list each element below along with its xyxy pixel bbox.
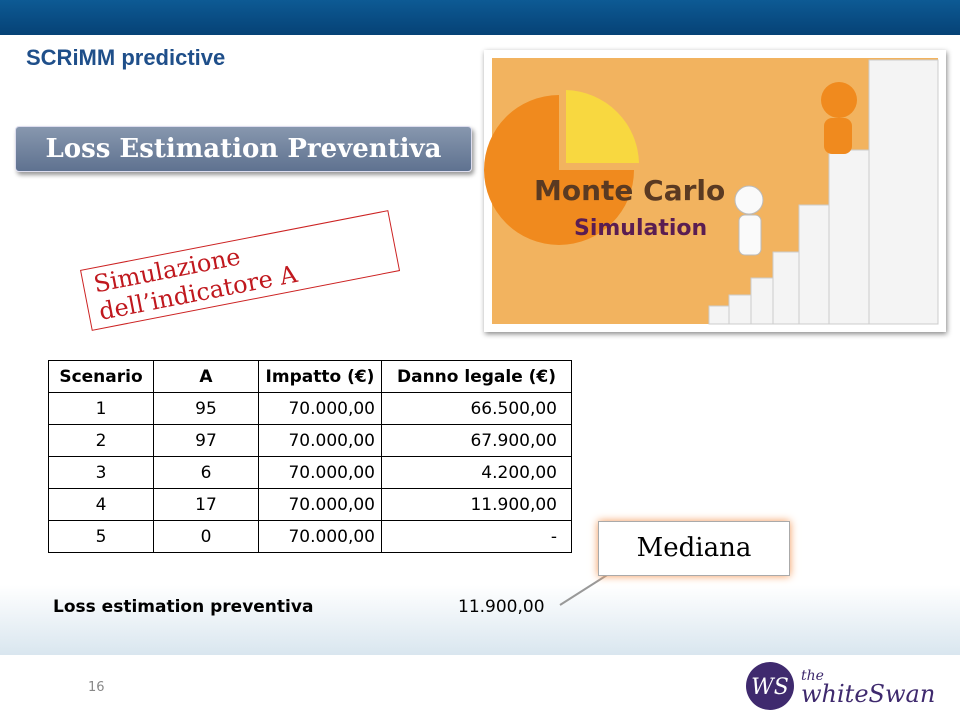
- table-cell: 2: [48, 424, 154, 457]
- summary-label: Loss estimation preventiva: [53, 597, 314, 617]
- logo-mark: WS: [751, 675, 789, 700]
- table-cell: 70.000,00: [258, 520, 382, 553]
- logo-circle: [746, 662, 794, 710]
- header-cell: Impatto (€): [258, 360, 382, 393]
- table-cell: 66.500,00: [381, 392, 572, 425]
- bottom-band: [0, 585, 960, 655]
- illustration-svg: Monte Carlo Simulation: [484, 58, 939, 325]
- illustration: Monte Carlo Simulation: [484, 50, 946, 332]
- header-cell: Scenario: [48, 360, 154, 393]
- figure: [734, 185, 764, 256]
- callout: Mediana: [598, 521, 790, 576]
- table-cell: 70.000,00: [258, 424, 382, 457]
- table-cell: 17: [153, 488, 259, 521]
- table-row: 2 97 70.000,00 67.900,00: [48, 424, 572, 457]
- header-row: Scenario A Impatto (€) Danno legale (€): [48, 360, 572, 393]
- table-cell: 3: [48, 456, 154, 489]
- summary-value: 11.900,00: [458, 597, 545, 617]
- table-cell: 70.000,00: [258, 456, 382, 489]
- image-text: Monte Carlo: [534, 174, 725, 207]
- table-cell: -: [381, 520, 572, 553]
- page-number: 16: [88, 680, 105, 695]
- table-cell: 6: [153, 456, 259, 489]
- table-cell: 70.000,00: [258, 392, 382, 425]
- table-cell: 70.000,00: [258, 488, 382, 521]
- table-cell: 97: [153, 424, 259, 457]
- header-cell: Danno legale (€): [381, 360, 572, 393]
- table-row: 3 6 70.000,00 4.200,00: [48, 456, 572, 489]
- table-cell: 4.200,00: [381, 456, 572, 489]
- banner: Loss Estimation Preventiva: [15, 126, 472, 172]
- stamp: Simulazione dell’indicatore A: [80, 210, 401, 331]
- table-cell: 1: [48, 392, 154, 425]
- table-cell: 67.900,00: [381, 424, 572, 457]
- table-cell: 11.900,00: [381, 488, 572, 521]
- table-row: 5 0 70.000,00-: [48, 520, 572, 553]
- pie-slice: [566, 90, 639, 163]
- stairs: [708, 59, 939, 325]
- table: Scenario A Impatto (€) Danno legale (€) 1 95 7…: [48, 360, 572, 553]
- logo: WS the whiteSwan: [746, 662, 935, 710]
- slide-title: SCRiMM predictive: [26, 45, 226, 70]
- header-cell: A: [153, 360, 259, 393]
- figure: [821, 82, 857, 154]
- table-cell: 0: [153, 520, 259, 553]
- logo-name: whiteSwan: [801, 680, 935, 708]
- table-cell: 5: [48, 520, 154, 553]
- pie: [484, 95, 634, 245]
- table-row: 4 17 70.000,00 11.900,00: [48, 488, 572, 521]
- table-cell: 4: [48, 488, 154, 521]
- table-row: 1 95 70.000,00 66.500,00: [48, 392, 572, 425]
- top-bar: [0, 0, 960, 35]
- image-text: Simulation: [574, 216, 707, 241]
- logo-small: the: [801, 668, 824, 684]
- table-cell: 95: [153, 392, 259, 425]
